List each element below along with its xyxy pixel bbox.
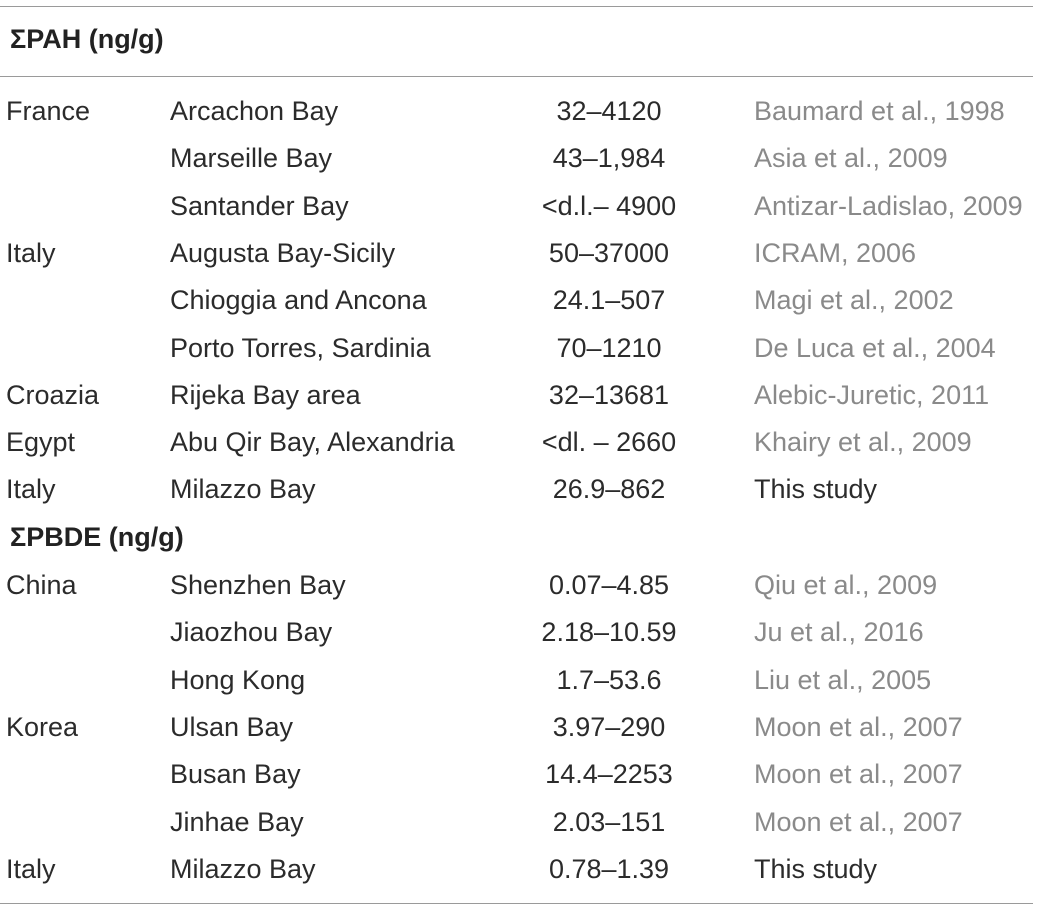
reference-cell: Moon et al., 2007 xyxy=(754,759,963,790)
location-cell: Shenzhen Bay xyxy=(170,570,346,600)
location-cell: Porto Torres, Sardinia xyxy=(170,332,431,363)
country-cell: China xyxy=(6,570,77,600)
table-header-rule xyxy=(0,76,1033,77)
range-cell: 26.9–862 xyxy=(552,474,666,505)
location-cell: Milazzo Bay xyxy=(170,474,316,505)
range-cell: 24.1–507 xyxy=(552,285,666,316)
country-cell: Italy xyxy=(6,474,56,505)
reference-cell: Qiu et al., 2009 xyxy=(754,570,938,600)
location-cell: Hong Kong xyxy=(170,664,306,695)
table-row: Marseille Bay 43–1,984 Asia et al., 2009 xyxy=(0,135,1039,182)
reference-cell: Moon et al., 2007 xyxy=(754,711,963,742)
range-cell: 3.97–290 xyxy=(552,711,666,742)
table-row: Croazia Rijeka Bay area 32–13681 Alebic-Jur… xyxy=(0,372,1039,419)
table-row: Egypt Abu Qir Bay, Alexandria <dl. – 2660 K… xyxy=(0,419,1039,466)
location-cell: Rijeka Bay area xyxy=(170,379,361,410)
country-cell: France xyxy=(6,96,91,126)
table-row: Hong Kong 1.7–53.6 Liu et al., 2005 xyxy=(0,657,1039,704)
table-row: France Arcachon Bay 32–4120 Baumard et al.,… xyxy=(0,88,1039,135)
range-cell: 70–1210 xyxy=(556,332,662,363)
range-cell: 50–37000 xyxy=(548,237,670,268)
range-cell: 0.78–1.39 xyxy=(548,853,670,884)
reference-cell: This study xyxy=(754,853,878,884)
range-cell: 0.07–4.85 xyxy=(548,570,670,600)
range-cell: 2.18–10.59 xyxy=(541,617,677,648)
table-row: China Shenzhen Bay 0.07–4.85 Qiu et al., 20… xyxy=(0,562,1039,609)
range-cell: 2.03–151 xyxy=(552,806,666,837)
location-cell: Busan Bay xyxy=(170,759,301,790)
table-row: Santander Bay <d.l.– 4900 Antizar-Ladislao… xyxy=(0,183,1039,230)
reference-cell: Baumard et al., 1998 xyxy=(754,96,1005,126)
reference-cell: Antizar-Ladislao, 2009 xyxy=(754,190,1023,221)
range-cell: <d.l.– 4900 xyxy=(541,190,677,221)
range-cell: 14.4–2253 xyxy=(545,759,673,790)
location-cell: Ulsan Bay xyxy=(170,711,294,742)
table-row: Korea Ulsan Bay 3.97–290 Moon et al., 2007 xyxy=(0,704,1039,751)
location-cell: Augusta Bay-Sicily xyxy=(170,237,396,268)
table-row: Porto Torres, Sardinia 70–1210 De Luca et … xyxy=(0,325,1039,372)
table-row: Jinhae Bay 2.03–151 Moon et al., 2007 xyxy=(0,799,1039,846)
location-cell: Jiaozhou Bay xyxy=(170,617,333,648)
reference-cell: This study xyxy=(754,474,878,505)
range-cell: 32–4120 xyxy=(556,96,662,126)
table-row: Jiaozhou Bay 2.18–10.59 Ju et al., 2016 xyxy=(0,609,1039,656)
table-row: Chioggia and Ancona 24.1–507 Magi et al., … xyxy=(0,277,1039,324)
table-row: Italy Augusta Bay-Sicily 50–37000 ICRAM, 20… xyxy=(0,230,1039,277)
reference-cell: Asia et al., 2009 xyxy=(754,143,948,174)
reference-cell: Moon et al., 2007 xyxy=(754,806,963,837)
reference-cell: De Luca et al., 2004 xyxy=(754,332,996,363)
table-row: Italy Milazzo Bay 26.9–862 This study xyxy=(0,466,1039,513)
location-cell: Arcachon Bay xyxy=(170,96,339,126)
country-cell: Italy xyxy=(6,853,56,884)
location-cell: Abu Qir Bay, Alexandria xyxy=(170,427,455,458)
country-cell: Croazia xyxy=(6,379,100,410)
range-cell: 43–1,984 xyxy=(552,143,666,174)
location-cell: Chioggia and Ancona xyxy=(170,285,427,316)
reference-cell: ICRAM, 2006 xyxy=(754,237,917,268)
section-heading-pah: ΣPAH (ng/g) xyxy=(10,24,164,54)
reference-cell: Magi et al., 2002 xyxy=(754,285,954,316)
location-cell: Milazzo Bay xyxy=(170,853,316,884)
country-cell: Egypt xyxy=(6,427,76,458)
location-cell: Jinhae Bay xyxy=(170,806,304,837)
location-cell: Marseille Bay xyxy=(170,143,333,174)
table-row: Italy Milazzo Bay 0.78–1.39 This study xyxy=(0,846,1039,893)
range-cell: 32–13681 xyxy=(548,379,670,410)
table-top-rule xyxy=(0,6,1033,7)
range-cell: 1.7–53.6 xyxy=(556,664,662,695)
reference-cell: Ju et al., 2016 xyxy=(754,617,924,648)
table-bottom-rule xyxy=(0,903,1033,904)
range-cell: <dl. – 2660 xyxy=(541,427,677,458)
reference-cell: Alebic-Juretic, 2011 xyxy=(754,379,990,410)
reference-cell: Khairy et al., 2009 xyxy=(754,427,972,458)
reference-cell: Liu et al., 2005 xyxy=(754,664,932,695)
location-cell: Santander Bay xyxy=(170,190,349,221)
country-cell: Korea xyxy=(6,711,79,742)
country-cell: Italy xyxy=(6,237,56,268)
section-heading-pbde: ΣPBDE (ng/g) xyxy=(10,522,184,552)
table-row: Busan Bay 14.4–2253 Moon et al., 2007 xyxy=(0,751,1039,798)
